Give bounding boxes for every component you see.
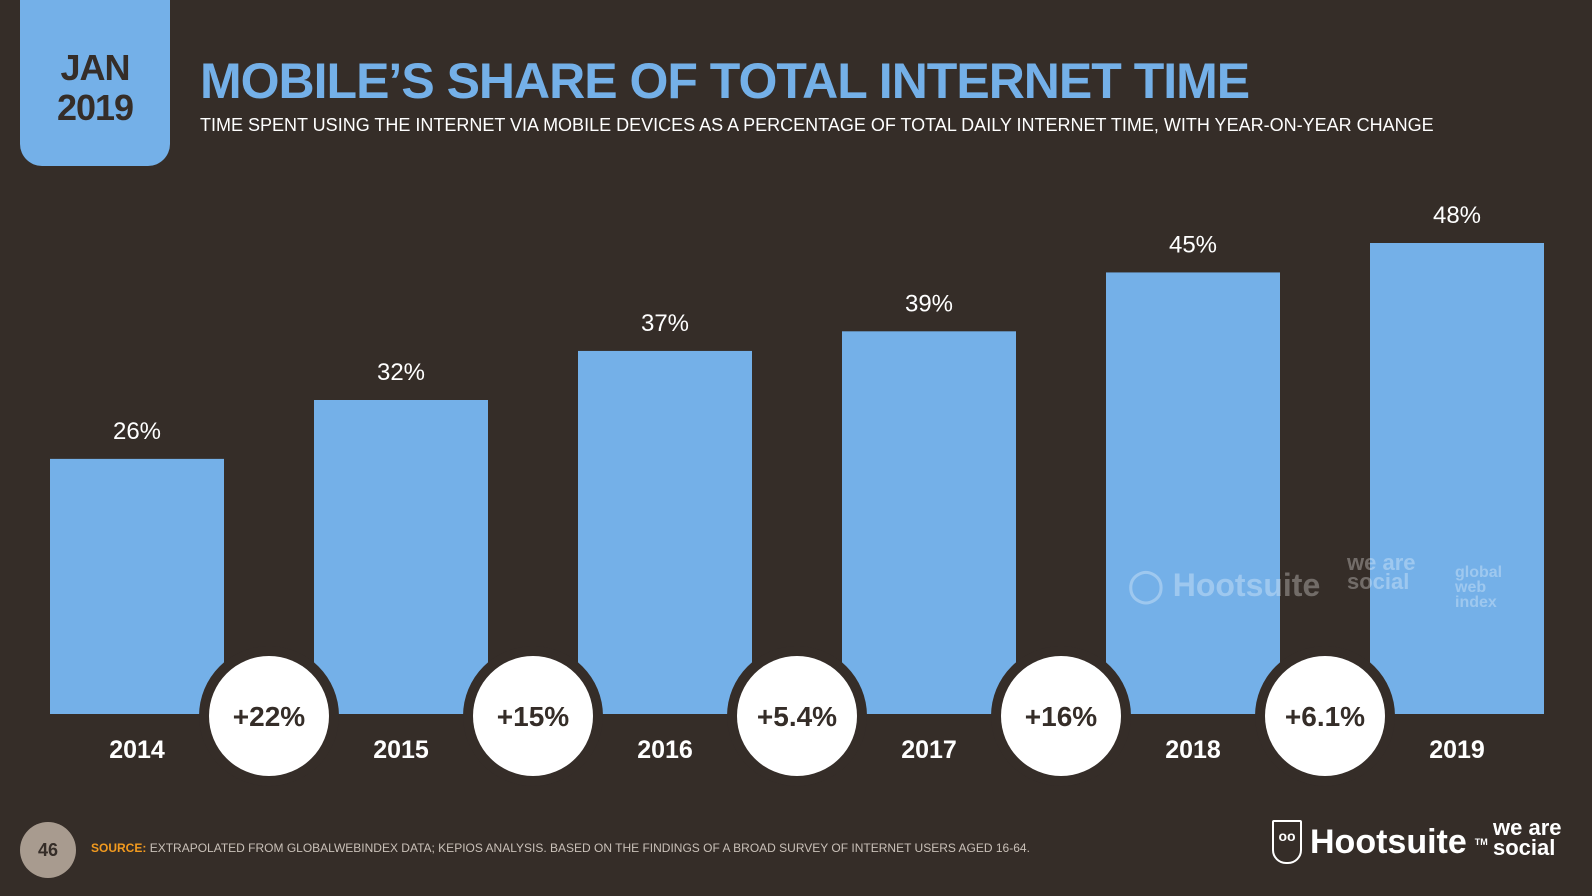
x-tick-2019: 2019 bbox=[1429, 736, 1485, 764]
change-label: +15% bbox=[497, 701, 569, 732]
watermark-globalwebindex: global web index bbox=[1455, 564, 1503, 611]
change-label: +6.1% bbox=[1285, 701, 1365, 732]
data-label-2019: 48% bbox=[1433, 202, 1481, 229]
bar-2018 bbox=[1106, 272, 1280, 714]
data-label-2014: 26% bbox=[113, 418, 161, 445]
x-tick-2014: 2014 bbox=[109, 736, 165, 764]
bar-2015 bbox=[314, 400, 488, 714]
source-text: EXTRAPOLATED FROM GLOBALWEBINDEX DATA; K… bbox=[149, 841, 1030, 855]
bar-2019 bbox=[1370, 243, 1544, 714]
source-note: SOURCE: EXTRAPOLATED FROM GLOBALWEBINDEX… bbox=[91, 841, 1030, 855]
change-circle bbox=[1265, 656, 1385, 776]
watermark-we-are-social: we are social bbox=[1347, 550, 1416, 594]
change-label: +16% bbox=[1025, 701, 1097, 732]
data-label-2016: 37% bbox=[641, 310, 689, 337]
bar-2014 bbox=[50, 458, 224, 714]
source-label: SOURCE: bbox=[91, 841, 147, 855]
bar-2016 bbox=[578, 350, 752, 714]
x-tick-2016: 2016 bbox=[637, 736, 693, 764]
data-label-2018: 45% bbox=[1169, 231, 1217, 258]
change-circle bbox=[737, 656, 857, 776]
x-tick-2018: 2018 bbox=[1165, 736, 1221, 764]
we-are-social-logo: we are social bbox=[1493, 815, 1562, 860]
bar-2017 bbox=[842, 331, 1016, 714]
x-tick-2017: 2017 bbox=[901, 736, 957, 764]
page-subtitle: TIME SPENT USING THE INTERNET VIA MOBILE… bbox=[200, 115, 1434, 135]
change-circle bbox=[209, 656, 329, 776]
date-month: JAN bbox=[60, 47, 130, 88]
owl-icon: oo bbox=[1272, 820, 1302, 864]
watermark-hootsuite: ◯ Hootsuite bbox=[1128, 567, 1321, 603]
change-label: +22% bbox=[233, 701, 305, 732]
date-year: 2019 bbox=[56, 87, 134, 128]
date-badge: JAN 2019 bbox=[20, 0, 170, 166]
data-label-2017: 39% bbox=[905, 290, 953, 317]
page-title: MOBILE’S SHARE OF TOTAL INTERNET TIME bbox=[200, 53, 1250, 109]
data-label-2015: 32% bbox=[377, 359, 425, 386]
change-circle bbox=[1001, 656, 1121, 776]
hootsuite-logo: oo Hootsuite TM bbox=[1272, 820, 1488, 864]
change-circle bbox=[473, 656, 593, 776]
page-number: 46 bbox=[20, 822, 76, 878]
x-tick-2015: 2015 bbox=[373, 736, 429, 764]
change-label: +5.4% bbox=[757, 701, 837, 732]
